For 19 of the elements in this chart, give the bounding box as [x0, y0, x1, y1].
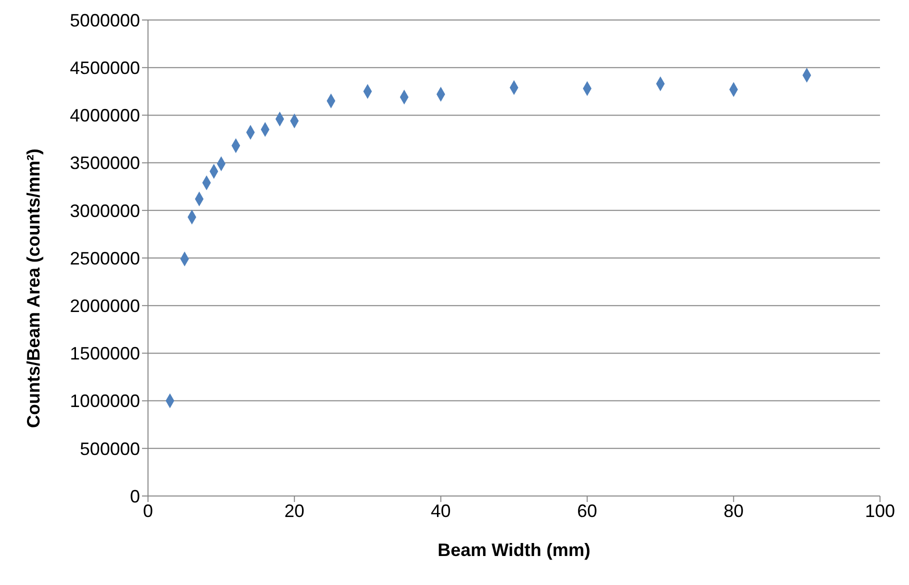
y-tick-label: 4000000 — [70, 106, 140, 126]
y-tick-label: 1500000 — [70, 344, 140, 364]
x-tick-label: 40 — [430, 500, 451, 521]
y-tick-label: 2000000 — [70, 296, 140, 316]
x-axis-title: Beam Width (mm) — [438, 540, 590, 560]
y-tick-label: 1000000 — [70, 391, 140, 412]
x-tick-label: 0 — [142, 500, 154, 521]
x-tick-label: 100 — [864, 500, 896, 521]
y-tick-label: 0 — [130, 486, 140, 506]
y-tick-label: 4500000 — [70, 58, 140, 78]
x-tick-label: 80 — [724, 500, 744, 521]
y-axis-title: Counts/Beam Area (counts/mm²) — [23, 148, 44, 428]
y-tick-label: 3000000 — [70, 200, 140, 221]
y-tick-label: 5000000 — [70, 10, 140, 30]
y-tick-label: 2500000 — [70, 248, 140, 268]
y-tick-label: 500000 — [80, 438, 140, 459]
y-tick-label: 3500000 — [70, 153, 140, 174]
x-tick-label: 60 — [577, 500, 598, 521]
x-tick-label: 20 — [284, 500, 304, 521]
